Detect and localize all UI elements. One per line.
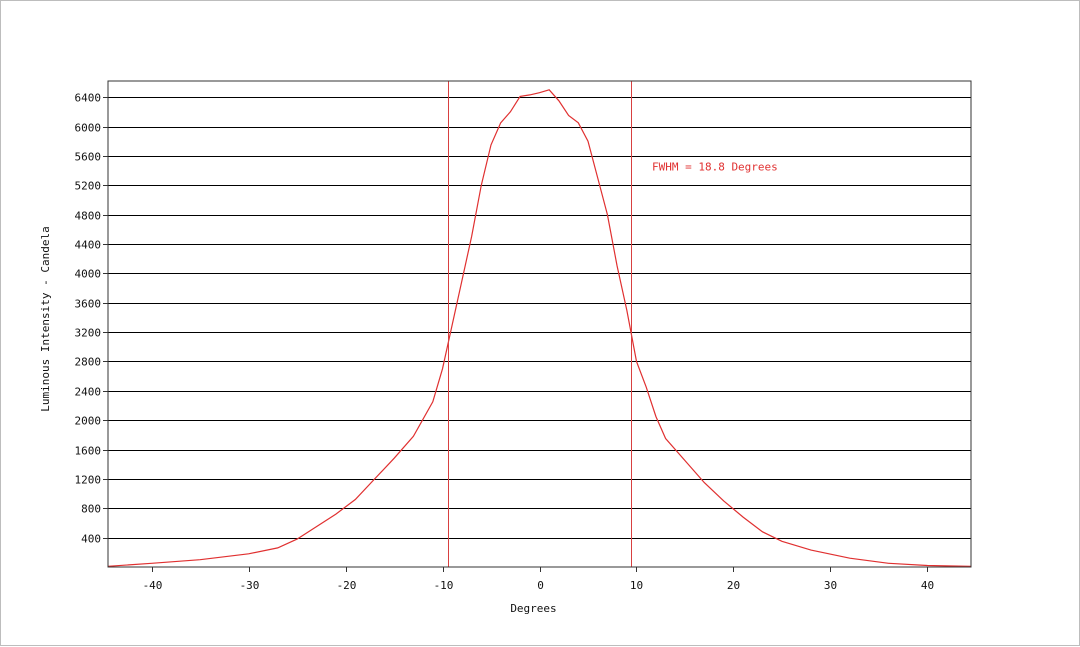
- x-tick-label: -10: [434, 579, 454, 592]
- y-tick-label: 5200: [75, 180, 102, 193]
- y-tick-label: 1200: [75, 474, 102, 487]
- x-tick-label: -30: [240, 579, 260, 592]
- y-tick-label: 2800: [75, 356, 102, 369]
- plot-layer: [107, 89, 972, 567]
- y-tick-label: 2400: [75, 386, 102, 399]
- y-tick-label: 6400: [75, 92, 102, 105]
- y-tick-label: 5600: [75, 151, 102, 164]
- x-tick-label: 40: [921, 579, 934, 592]
- plot-frame: [107, 80, 972, 568]
- intensity-curve: [107, 89, 972, 567]
- y-tick-label: 2000: [75, 415, 102, 428]
- x-axis-title: Degrees: [510, 602, 556, 615]
- grid-lines: [108, 97, 971, 539]
- x-tick-label: 10: [630, 579, 643, 592]
- fwhm-markers: [448, 81, 632, 567]
- y-tick-label: 1600: [75, 445, 102, 458]
- x-tick-label: 0: [537, 579, 544, 592]
- x-tick-label: -40: [143, 579, 163, 592]
- y-tick-label: 800: [81, 503, 101, 516]
- y-tick-label: 400: [81, 533, 101, 546]
- x-tick-label: 20: [727, 579, 740, 592]
- y-tick-label: 4400: [75, 239, 102, 252]
- y-tick-label: 3200: [75, 327, 102, 340]
- y-axis-ticks: 400 800 1200 1600 2000 2400 2800 3200 3600 4000 44…: [75, 92, 108, 546]
- fwhm-annotation: FWHM = 18.8 Degrees: [652, 161, 778, 174]
- x-tick-label: 30: [824, 579, 837, 592]
- y-tick-label: 3600: [75, 298, 102, 311]
- x-tick-label: -20: [337, 579, 357, 592]
- y-tick-label: 4000: [75, 268, 102, 281]
- y-tick-label: 4800: [75, 210, 102, 223]
- annotation-layer: FWHM = 18.8 Degrees: [652, 161, 778, 174]
- y-axis-title: Luminous Intensity - Candela: [39, 226, 52, 411]
- y-tick-label: 6000: [75, 122, 102, 135]
- x-axis-ticks: -40 -30 -20 -10 0 10 20 30 40: [143, 567, 934, 592]
